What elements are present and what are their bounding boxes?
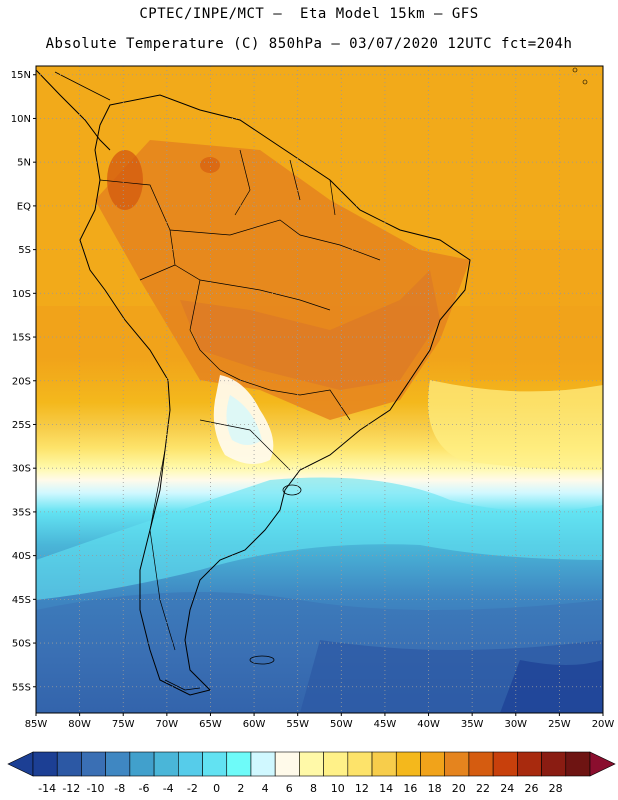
colorbar-cell	[299, 751, 324, 777]
colorbar-label: -14	[38, 782, 56, 795]
lon-tick-label: 25W	[548, 719, 571, 730]
colorbar-cell	[250, 751, 276, 777]
colorbar-label: 14	[379, 782, 393, 795]
latitude-labels: 15N 10N 5N EQ 5S 10S 15S 20S 25S 30S 35S 40S 45S 50S 5…	[11, 70, 36, 693]
colorbar-cell	[32, 751, 58, 777]
colorbar-label: 6	[286, 782, 293, 795]
colorbar-label: 10	[331, 782, 345, 795]
lon-tick-label: 85W	[25, 719, 48, 730]
colorbar-label: 24	[500, 782, 514, 795]
colorbar-label: 12	[355, 782, 369, 795]
colorbar-cell	[371, 751, 397, 777]
map-grid	[36, 66, 603, 713]
colorbar-label: -2	[187, 782, 198, 795]
lon-tick-label: 70W	[156, 719, 179, 730]
colorbar-label: 22	[476, 782, 490, 795]
map-frame	[35, 65, 604, 714]
colorbar-label: -8	[114, 782, 125, 795]
colorbar-cell	[226, 751, 252, 777]
colorbar-label: 18	[428, 782, 442, 795]
lon-tick-label: 30W	[504, 719, 527, 730]
color-legend: -14 -12 -10 -8 -6 -4 -2 0 2 4 6 8 10 12 14 16 18 20 22 24 26…	[7, 751, 616, 795]
lat-tick-label: 15N	[11, 70, 31, 81]
lat-tick-label: 40S	[12, 551, 31, 562]
colorbar-label: 26	[524, 782, 538, 795]
colorbar-cell	[420, 751, 445, 777]
lon-tick-label: 55W	[286, 719, 309, 730]
lon-tick-label: 65W	[199, 719, 222, 730]
lon-tick-label: 75W	[112, 719, 135, 730]
colorbar-cell	[492, 751, 518, 777]
colorbar-cell	[274, 751, 300, 777]
colorbar-cell	[129, 751, 155, 777]
lat-tick-label: 15S	[12, 333, 31, 344]
colorbar-cell	[565, 751, 591, 777]
lon-tick-label: 40W	[417, 719, 440, 730]
colorbar-cell	[202, 751, 228, 777]
map-title-line-2: Absolute Temperature (C) 850hPa – 03/07/…	[45, 36, 573, 52]
lon-tick-label: 20W	[592, 719, 615, 730]
colorbar-cell	[541, 751, 567, 777]
colorbar-cell	[517, 751, 542, 777]
lat-tick-label: EQ	[17, 201, 31, 212]
lat-tick-label: 30S	[12, 464, 31, 475]
colorbar-label: -4	[163, 782, 174, 795]
colorbar-cell	[81, 751, 106, 777]
colorbar-cell	[323, 751, 349, 777]
lat-tick-label: 10N	[11, 114, 31, 125]
lon-tick-label: 50W	[330, 719, 353, 730]
longitude-labels: 85W 80W 75W 70W 65W 60W 55W 50W 45W 40W 35W 30W 25W 2…	[25, 713, 615, 730]
map-title-line-1: CPTEC/INPE/MCT – Eta Model 15km – GFS	[139, 6, 479, 22]
lat-tick-label: 50S	[12, 639, 31, 650]
lon-tick-label: 45W	[374, 719, 397, 730]
lat-tick-label: 35S	[12, 507, 31, 518]
colorbar-label: -6	[138, 782, 149, 795]
lat-tick-label: 25S	[12, 420, 31, 431]
lat-tick-label: 5N	[17, 158, 31, 169]
lon-tick-label: 80W	[68, 719, 91, 730]
colorbar-cell	[153, 751, 179, 777]
lon-tick-label: 35W	[461, 719, 484, 730]
colorbar-label: 2	[237, 782, 244, 795]
colorbar-cell	[56, 751, 82, 777]
colorbar-max-arrow	[589, 751, 616, 777]
colorbar-cell	[105, 751, 131, 777]
colorbar-cell	[468, 751, 494, 777]
lat-tick-label: 45S	[12, 595, 31, 606]
colorbar-min-arrow	[7, 751, 34, 777]
colorbar-cell	[347, 751, 373, 777]
lat-tick-label: 5S	[18, 245, 31, 256]
colorbar-label: 4	[262, 782, 269, 795]
colorbar-cell	[178, 751, 203, 777]
colorbar-label: 20	[452, 782, 466, 795]
south-america-outline	[79, 94, 471, 696]
lat-tick-label: 20S	[12, 376, 31, 387]
colorbar-label: 8	[310, 782, 317, 795]
colorbar-label: 16	[403, 782, 417, 795]
colorbar-cell	[444, 751, 470, 777]
colorbar-label: -12	[62, 782, 80, 795]
lat-tick-label: 10S	[12, 289, 31, 300]
lon-tick-label: 60W	[243, 719, 266, 730]
lat-tick-label: 55S	[12, 682, 31, 693]
colorbar-label: 28	[549, 782, 563, 795]
colorbar-label: 0	[213, 782, 220, 795]
colorbar-label: -10	[87, 782, 105, 795]
colorbar-cell	[395, 751, 421, 777]
temperature-field	[36, 66, 603, 713]
